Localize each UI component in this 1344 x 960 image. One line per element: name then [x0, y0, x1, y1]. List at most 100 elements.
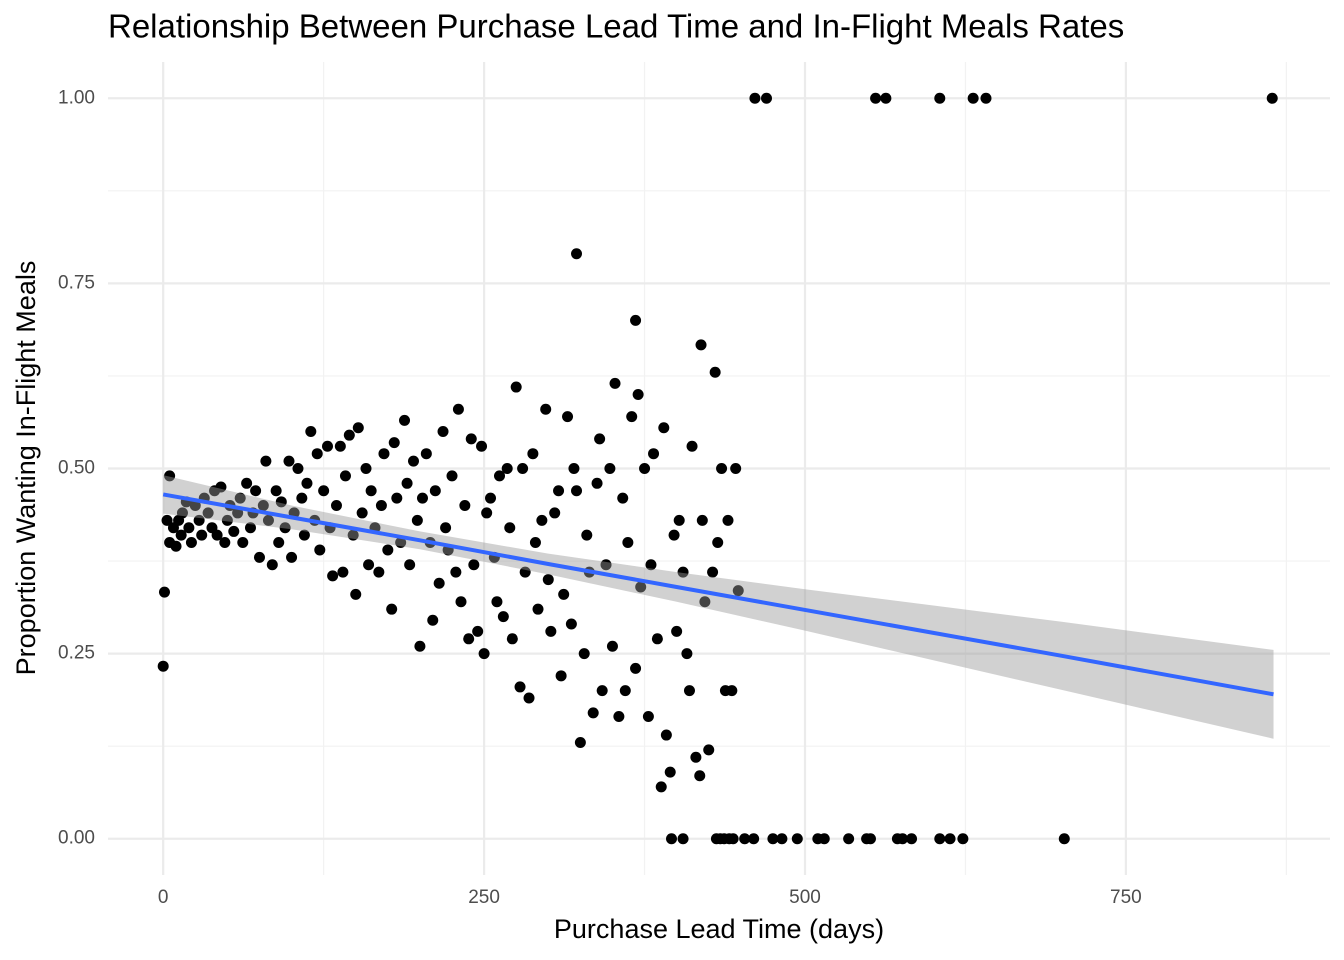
point: [491, 596, 503, 608]
point: [404, 559, 416, 571]
point: [519, 566, 531, 578]
point: [363, 559, 375, 571]
point: [164, 470, 176, 482]
point: [450, 566, 462, 578]
point: [221, 514, 233, 526]
point: [818, 833, 830, 845]
point: [549, 507, 561, 519]
point: [334, 440, 346, 452]
point: [283, 455, 295, 467]
point: [527, 448, 539, 460]
confidence-band: [163, 475, 1274, 739]
point: [934, 92, 946, 104]
point: [870, 92, 882, 104]
point: [237, 537, 249, 549]
point: [185, 537, 197, 549]
point: [568, 463, 580, 474]
x-tick-label: 0: [158, 887, 169, 908]
point: [683, 685, 695, 697]
point: [658, 422, 670, 434]
point: [375, 500, 387, 512]
y-tick-label: 0.50: [58, 458, 95, 479]
point: [749, 92, 761, 104]
point: [497, 611, 509, 623]
point: [709, 366, 721, 378]
point: [622, 537, 634, 549]
point: [193, 514, 205, 526]
point: [696, 514, 708, 526]
point: [957, 833, 969, 845]
point: [202, 507, 214, 519]
point: [1266, 92, 1278, 104]
y-tick-label: 1.00: [58, 87, 95, 108]
point: [642, 711, 654, 723]
point: [170, 540, 182, 552]
point: [703, 744, 715, 756]
point: [536, 514, 548, 526]
point: [401, 477, 413, 489]
fit-line: [162, 492, 1274, 697]
point: [906, 833, 918, 845]
point: [386, 603, 398, 615]
point: [660, 729, 672, 741]
point: [408, 455, 419, 467]
point: [250, 485, 262, 497]
point: [183, 522, 195, 534]
point: [791, 833, 803, 845]
point: [437, 425, 449, 437]
point: [562, 411, 574, 423]
point: [664, 766, 676, 778]
point: [411, 514, 423, 526]
point: [463, 633, 475, 645]
point: [517, 463, 529, 474]
point: [481, 507, 493, 519]
point: [356, 507, 368, 519]
point: [699, 596, 711, 608]
point: [365, 485, 377, 497]
y-tick-label: 0.00: [58, 828, 95, 849]
point: [897, 833, 909, 845]
point: [504, 522, 516, 534]
point: [446, 470, 458, 482]
point: [416, 492, 428, 504]
point: [648, 448, 660, 460]
point: [776, 833, 788, 845]
point: [630, 314, 642, 326]
point: [571, 485, 583, 497]
point: [318, 485, 330, 497]
point: [478, 648, 490, 660]
point: [311, 448, 323, 460]
point: [360, 463, 372, 474]
point: [529, 537, 541, 549]
point: [506, 633, 518, 645]
point: [553, 485, 565, 497]
point: [690, 751, 702, 763]
point: [587, 707, 599, 719]
point: [1058, 833, 1070, 845]
point: [257, 500, 269, 512]
point: [632, 388, 644, 400]
point: [673, 514, 685, 526]
x-tick-label: 750: [1110, 887, 1142, 908]
point: [630, 662, 642, 674]
point: [843, 833, 855, 845]
point: [176, 507, 188, 519]
point: [275, 496, 287, 508]
point: [244, 522, 256, 534]
point: [395, 537, 407, 549]
point: [292, 463, 304, 474]
point: [677, 566, 689, 578]
point: [175, 529, 187, 541]
point: [219, 537, 231, 549]
point: [494, 470, 506, 482]
point: [429, 485, 441, 497]
point: [391, 492, 403, 504]
point: [581, 529, 593, 541]
point: [619, 685, 631, 697]
point: [681, 648, 693, 660]
point: [262, 514, 274, 526]
point: [241, 477, 253, 489]
point: [472, 625, 484, 637]
point: [639, 463, 651, 474]
